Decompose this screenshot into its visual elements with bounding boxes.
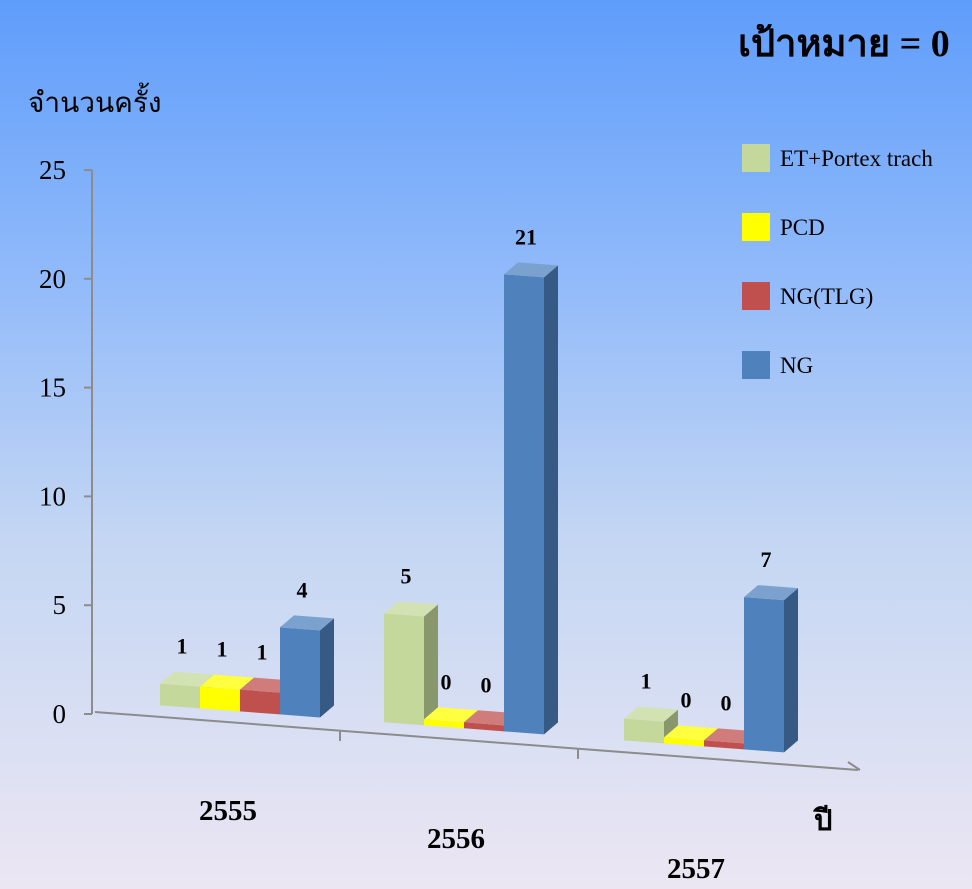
bar — [280, 615, 334, 718]
bar-front — [160, 683, 200, 709]
bar-front — [240, 689, 280, 715]
bar-front — [664, 737, 704, 747]
axes — [91, 170, 861, 771]
bar-side — [320, 618, 334, 718]
bar-top — [744, 585, 798, 601]
legend-label: ET+Portex trach — [780, 146, 933, 171]
y-axis-label: จำนวนครั้ง — [28, 82, 162, 119]
bar-side — [424, 604, 438, 726]
bar-top — [280, 615, 334, 631]
bar-front — [744, 597, 784, 753]
data-label: 4 — [297, 577, 308, 602]
data-label: 1 — [217, 637, 228, 662]
bar-top — [664, 725, 718, 741]
y-tick-label: 0 — [53, 699, 67, 729]
x-axis-line — [94, 711, 859, 771]
legend: ET+Portex trach PCD NG(TLG) NG — [742, 144, 933, 379]
bars — [160, 262, 798, 753]
bar-front — [624, 718, 664, 744]
bar-top — [424, 707, 478, 723]
legend-label: PCD — [780, 215, 825, 240]
data-label: 5 — [401, 563, 412, 588]
legend-swatch — [742, 213, 770, 241]
y-tick-label: 10 — [39, 481, 66, 511]
data-label: 0 — [681, 687, 692, 712]
bar-top — [384, 601, 438, 617]
bar-side — [784, 588, 798, 753]
legend-label: NG — [780, 353, 813, 378]
bar-top — [200, 674, 254, 690]
bar-front — [200, 686, 240, 712]
data-label: 0 — [441, 669, 452, 694]
bar-top — [504, 262, 558, 278]
y-ticks: 0 5 10 15 20 25 — [39, 155, 92, 729]
category-label: 2557 — [667, 853, 725, 885]
legend-swatch — [742, 351, 770, 379]
y-tick-label: 5 — [53, 590, 67, 620]
x-axis-label: ปี — [813, 805, 833, 837]
bar-front — [704, 740, 744, 750]
y-tick-label: 15 — [39, 373, 66, 403]
data-label: 0 — [721, 690, 732, 715]
legend-label: NG(TLG) — [780, 284, 873, 309]
data-label: 21 — [515, 224, 537, 249]
legend-swatch — [742, 282, 770, 310]
category-label: 2556 — [427, 823, 485, 855]
y-tick-label: 20 — [39, 264, 66, 294]
bar-side — [544, 265, 558, 735]
y-tick-label: 25 — [39, 155, 66, 185]
category-labels: 2555 2556 2557 — [199, 795, 725, 885]
data-labels: 1 1 1 4 5 0 0 21 1 0 0 7 — [177, 224, 772, 715]
bar-front — [504, 274, 544, 735]
bar-front — [384, 613, 424, 726]
x-axis-end — [847, 761, 861, 771]
chart-title: เป้าหมาย = 0 — [738, 23, 950, 65]
bar — [744, 585, 798, 753]
legend-swatch — [742, 144, 770, 172]
bar-top — [160, 671, 214, 687]
bar-front — [280, 627, 320, 718]
data-label: 0 — [481, 672, 492, 697]
data-label: 7 — [761, 547, 772, 572]
data-label: 1 — [641, 669, 652, 694]
data-label: 1 — [177, 634, 188, 659]
bar-front — [464, 722, 504, 732]
bar-top — [624, 706, 678, 722]
category-label: 2555 — [199, 795, 257, 827]
bar — [384, 601, 438, 726]
data-label: 1 — [257, 640, 268, 665]
bar — [504, 262, 558, 735]
bar-front — [424, 719, 464, 729]
